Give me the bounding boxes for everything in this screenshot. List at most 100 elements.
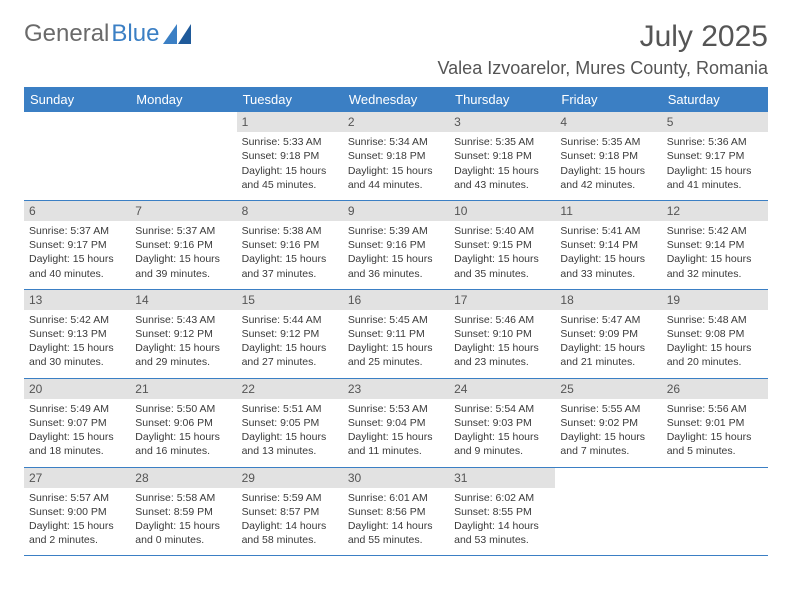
calendar-day-cell: 3Sunrise: 5:35 AMSunset: 9:18 PMDaylight… xyxy=(449,112,555,200)
day-number: 10 xyxy=(449,201,555,221)
sunrise-line: Sunrise: 5:59 AM xyxy=(242,491,338,505)
day-number: 18 xyxy=(555,290,661,310)
calendar-day-cell: 31Sunrise: 6:02 AMSunset: 8:55 PMDayligh… xyxy=(449,467,555,556)
calendar-day-cell: 4Sunrise: 5:35 AMSunset: 9:18 PMDaylight… xyxy=(555,112,661,200)
daylight-line: Daylight: 15 hours and 0 minutes. xyxy=(135,519,231,547)
sunset-line: Sunset: 9:18 PM xyxy=(242,149,338,163)
calendar-day-cell: 30Sunrise: 6:01 AMSunset: 8:56 PMDayligh… xyxy=(343,467,449,556)
calendar-day-cell: 9Sunrise: 5:39 AMSunset: 9:16 PMDaylight… xyxy=(343,200,449,289)
calendar-day-cell: 16Sunrise: 5:45 AMSunset: 9:11 PMDayligh… xyxy=(343,289,449,378)
sunrise-line: Sunrise: 5:36 AM xyxy=(667,135,763,149)
calendar-day-cell: 12Sunrise: 5:42 AMSunset: 9:14 PMDayligh… xyxy=(662,200,768,289)
weekday-header-cell: Wednesday xyxy=(343,87,449,112)
day-number: 17 xyxy=(449,290,555,310)
sunrise-line: Sunrise: 5:50 AM xyxy=(135,402,231,416)
daylight-line: Daylight: 15 hours and 11 minutes. xyxy=(348,430,444,458)
daylight-line: Daylight: 15 hours and 42 minutes. xyxy=(560,164,656,192)
daylight-line: Daylight: 15 hours and 44 minutes. xyxy=(348,164,444,192)
sunset-line: Sunset: 9:16 PM xyxy=(242,238,338,252)
daylight-line: Daylight: 15 hours and 2 minutes. xyxy=(29,519,125,547)
day-number: 20 xyxy=(24,379,130,399)
calendar-day-cell: 6 Sunrise: 5:37 AMSunset: 9:17 PMDaylight… xyxy=(24,200,130,289)
calendar-table: SundayMondayTuesdayWednesdayThursdayFrid… xyxy=(24,87,768,556)
logo-sail-icon xyxy=(163,24,191,44)
calendar-day-cell: 28Sunrise: 5:58 AMSunset: 8:59 PMDayligh… xyxy=(130,467,236,556)
sunset-line: Sunset: 9:14 PM xyxy=(667,238,763,252)
sunrise-line: Sunrise: 5:33 AM xyxy=(242,135,338,149)
sunset-line: Sunset: 9:12 PM xyxy=(135,327,231,341)
day-number: 23 xyxy=(343,379,449,399)
calendar-day-cell xyxy=(130,112,236,200)
daylight-line: Daylight: 15 hours and 27 minutes. xyxy=(242,341,338,369)
sunset-line: Sunset: 9:12 PM xyxy=(242,327,338,341)
calendar-day-cell: 7Sunrise: 5:37 AMSunset: 9:16 PMDaylight… xyxy=(130,200,236,289)
day-number: 14 xyxy=(130,290,236,310)
daylight-line: Daylight: 15 hours and 41 minutes. xyxy=(667,164,763,192)
sunset-line: Sunset: 9:17 PM xyxy=(667,149,763,163)
brand-logo: GeneralBlue xyxy=(24,20,191,48)
sunrise-line: Sunrise: 5:48 AM xyxy=(667,313,763,327)
calendar-day-cell xyxy=(24,112,130,200)
daylight-line: Daylight: 15 hours and 16 minutes. xyxy=(135,430,231,458)
calendar-day-cell: 19Sunrise: 5:48 AMSunset: 9:08 PMDayligh… xyxy=(662,289,768,378)
day-number: 31 xyxy=(449,468,555,488)
sunset-line: Sunset: 9:10 PM xyxy=(454,327,550,341)
sunrise-line: Sunrise: 5:42 AM xyxy=(667,224,763,238)
daylight-line: Daylight: 15 hours and 30 minutes. xyxy=(29,341,125,369)
daylight-line: Daylight: 15 hours and 20 minutes. xyxy=(667,341,763,369)
calendar-day-cell: 22Sunrise: 5:51 AMSunset: 9:05 PMDayligh… xyxy=(237,378,343,467)
sunrise-line: Sunrise: 5:56 AM xyxy=(667,402,763,416)
sunset-line: Sunset: 8:56 PM xyxy=(348,505,444,519)
sunset-line: Sunset: 9:17 PM xyxy=(29,238,125,252)
daylight-line: Daylight: 15 hours and 29 minutes. xyxy=(135,341,231,369)
sunrise-line: Sunrise: 5:47 AM xyxy=(560,313,656,327)
day-number: 6 xyxy=(24,201,130,221)
daylight-line: Daylight: 15 hours and 5 minutes. xyxy=(667,430,763,458)
calendar-week-row: 1Sunrise: 5:33 AMSunset: 9:18 PMDaylight… xyxy=(24,112,768,200)
day-number: 11 xyxy=(555,201,661,221)
daylight-line: Daylight: 15 hours and 21 minutes. xyxy=(560,341,656,369)
sunset-line: Sunset: 9:18 PM xyxy=(454,149,550,163)
calendar-day-cell: 11Sunrise: 5:41 AMSunset: 9:14 PMDayligh… xyxy=(555,200,661,289)
day-number: 25 xyxy=(555,379,661,399)
day-number: 24 xyxy=(449,379,555,399)
day-number: 28 xyxy=(130,468,236,488)
sunset-line: Sunset: 9:16 PM xyxy=(348,238,444,252)
calendar-day-cell: 8Sunrise: 5:38 AMSunset: 9:16 PMDaylight… xyxy=(237,200,343,289)
sunrise-line: Sunrise: 5:49 AM xyxy=(29,402,125,416)
calendar-day-cell: 2Sunrise: 5:34 AMSunset: 9:18 PMDaylight… xyxy=(343,112,449,200)
calendar-day-cell: 29Sunrise: 5:59 AMSunset: 8:57 PMDayligh… xyxy=(237,467,343,556)
weekday-header-cell: Monday xyxy=(130,87,236,112)
daylight-line: Daylight: 15 hours and 40 minutes. xyxy=(29,252,125,280)
sunset-line: Sunset: 9:08 PM xyxy=(667,327,763,341)
sunset-line: Sunset: 9:15 PM xyxy=(454,238,550,252)
calendar-week-row: 27Sunrise: 5:57 AMSunset: 9:00 PMDayligh… xyxy=(24,467,768,556)
sunrise-line: Sunrise: 6:01 AM xyxy=(348,491,444,505)
sunrise-line: Sunrise: 5:37 AM xyxy=(135,224,231,238)
sunrise-line: Sunrise: 5:37 AM xyxy=(29,224,125,238)
sunrise-line: Sunrise: 5:51 AM xyxy=(242,402,338,416)
calendar-day-cell xyxy=(555,467,661,556)
day-number: 4 xyxy=(555,112,661,132)
daylight-line: Daylight: 15 hours and 25 minutes. xyxy=(348,341,444,369)
day-number: 12 xyxy=(662,201,768,221)
calendar-day-cell: 5 Sunrise: 5:36 AMSunset: 9:17 PMDaylight… xyxy=(662,112,768,200)
day-number: 29 xyxy=(237,468,343,488)
sunset-line: Sunset: 8:57 PM xyxy=(242,505,338,519)
day-number: 5 xyxy=(662,112,768,132)
calendar-week-row: 20Sunrise: 5:49 AMSunset: 9:07 PMDayligh… xyxy=(24,378,768,467)
weekday-header-cell: Sunday xyxy=(24,87,130,112)
calendar-day-cell: 26Sunrise: 5:56 AMSunset: 9:01 PMDayligh… xyxy=(662,378,768,467)
calendar-day-cell: 24Sunrise: 5:54 AMSunset: 9:03 PMDayligh… xyxy=(449,378,555,467)
day-number: 16 xyxy=(343,290,449,310)
logo-text-general: General xyxy=(24,20,109,48)
sunrise-line: Sunrise: 5:39 AM xyxy=(348,224,444,238)
calendar-week-row: 13Sunrise: 5:42 AMSunset: 9:13 PMDayligh… xyxy=(24,289,768,378)
sunset-line: Sunset: 9:03 PM xyxy=(454,416,550,430)
calendar-day-cell: 10Sunrise: 5:40 AMSunset: 9:15 PMDayligh… xyxy=(449,200,555,289)
weekday-header-cell: Tuesday xyxy=(237,87,343,112)
calendar-day-cell: 20Sunrise: 5:49 AMSunset: 9:07 PMDayligh… xyxy=(24,378,130,467)
day-number: 1 xyxy=(237,112,343,132)
calendar-day-cell: 25Sunrise: 5:55 AMSunset: 9:02 PMDayligh… xyxy=(555,378,661,467)
daylight-line: Daylight: 15 hours and 23 minutes. xyxy=(454,341,550,369)
